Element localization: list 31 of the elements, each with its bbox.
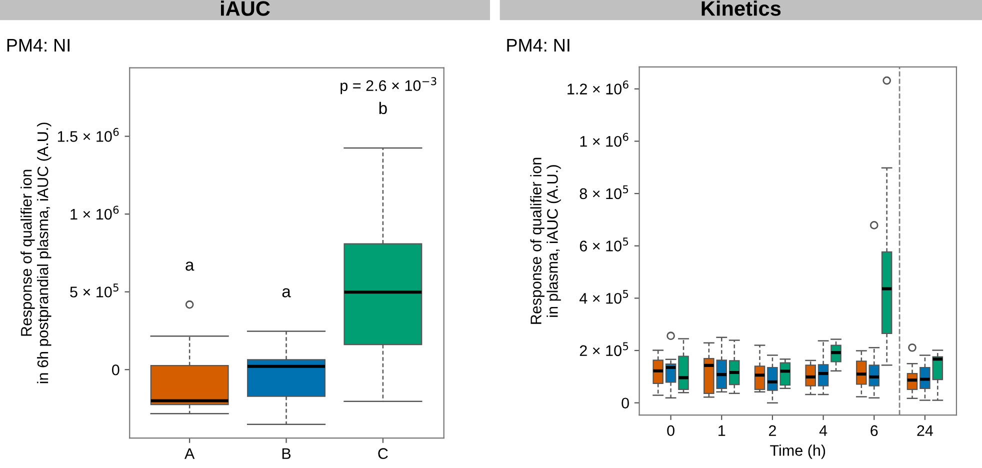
- y-tick-label: 1 × 10$^{6}$: [580, 132, 628, 147]
- x-tick-label: 2: [768, 425, 776, 436]
- annotation: a: [186, 262, 194, 271]
- annotation: p = 2.6 × 10$^{−3}$: [340, 77, 436, 94]
- x-tick-label: C: [378, 448, 388, 459]
- y-tick-label: 1 × 10$^{6}$: [70, 206, 119, 220]
- y-tick-label: 6 × 10$^{5}$: [580, 238, 628, 252]
- y-tick-label: 0: [112, 364, 120, 376]
- y-tick-label: 1.2 × 10$^{6}$: [568, 80, 628, 94]
- chart-subtitle: PM4: NI: [507, 39, 570, 52]
- x-axis-title: Time (h): [770, 444, 826, 459]
- x-tick-label: 6: [870, 425, 878, 436]
- x-tick-label: 24: [917, 425, 934, 436]
- y-tick-label: 1.5 × 10$^{6}$: [58, 128, 119, 142]
- x-tick-label: 1: [718, 425, 726, 436]
- annotation: b: [379, 102, 387, 114]
- y-axis-title: Response of qualifier ion in plasma, iAUC (A.U.): [530, 158, 561, 324]
- chart-title: Kinetics: [702, 0, 781, 16]
- x-tick-label: A: [184, 448, 195, 459]
- y-tick-label: 2 × 10$^{5}$: [580, 342, 628, 356]
- x-tick-label: 0: [667, 425, 674, 436]
- y-axis-title: Response of qualifier ion in 6h postprandial plasma, iAUC (A.U.): [20, 122, 52, 384]
- y-tick-label: 4 × 10$^{5}$: [579, 290, 628, 304]
- x-tick-label: 4: [819, 425, 828, 436]
- chart-title: iAUC: [221, 0, 270, 16]
- annotation: a: [282, 288, 291, 298]
- y-tick-label: 5 × 10$^{5}$: [70, 284, 118, 298]
- chart-subtitle: PM4: NI: [7, 39, 70, 52]
- y-tick-label: 0: [622, 398, 629, 409]
- y-tick-label: 8 × 10$^{5}$: [580, 185, 628, 200]
- x-tick-label: B: [282, 448, 291, 459]
